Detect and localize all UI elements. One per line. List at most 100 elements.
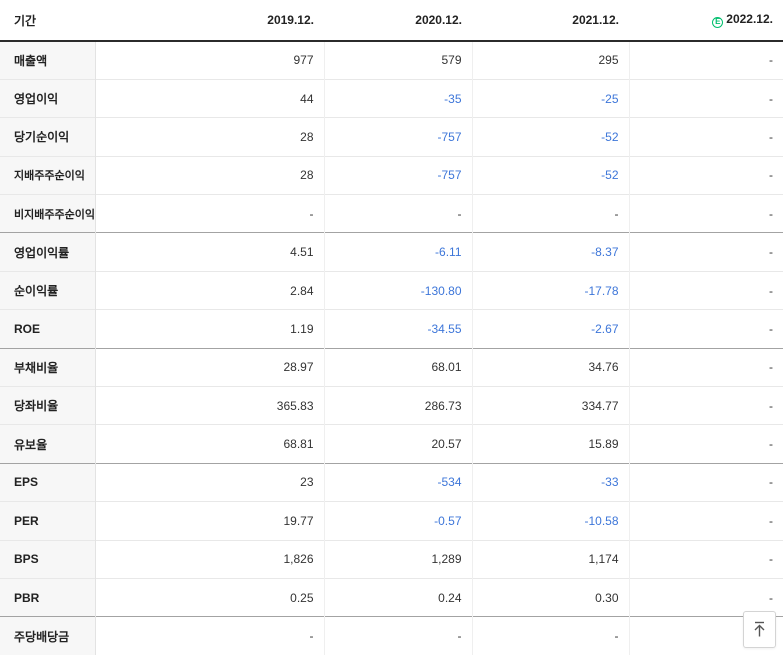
cell-value: 15.89 xyxy=(472,424,630,464)
cell-value: 44 xyxy=(95,78,325,118)
row-label: 매출액 xyxy=(0,40,96,80)
cell-value: -757 xyxy=(324,117,473,157)
cell-value: - xyxy=(95,616,325,656)
cell-value: -757 xyxy=(324,155,473,195)
row-label: ROE xyxy=(0,309,96,349)
table-row: BPS 1,826 1,289 1,174- xyxy=(0,539,783,579)
cell-value: 334.77 xyxy=(472,386,630,425)
cell-value: - xyxy=(629,40,783,80)
cell-value: - xyxy=(324,616,473,656)
table-row: 비지배주주순이익 - - - - xyxy=(0,194,783,233)
header-year-2020: 2020.12. xyxy=(324,0,472,42)
cell-value: -33 xyxy=(472,462,630,502)
cell-value: 1,826 xyxy=(95,539,325,579)
cell-value: - xyxy=(629,232,783,272)
cell-value: 28.97 xyxy=(95,347,325,387)
cell-value: 0.30 xyxy=(472,577,630,617)
table-row: 당기순이익 28 -757 -52- xyxy=(0,117,783,157)
table-row: 영업이익 44 -35 -25- xyxy=(0,78,783,118)
table-row: 부채비율 28.97 68.01 34.76- xyxy=(0,347,783,387)
cell-value: -8.37 xyxy=(472,232,630,272)
row-label: 지배주주순이익 xyxy=(0,155,96,195)
cell-value: 579 xyxy=(324,40,473,80)
table-row: PER 19.77 -0.57 -10.58- xyxy=(0,501,783,541)
cell-value: 365.83 xyxy=(95,386,325,425)
header-year-2022-estimate: E 2022.12. xyxy=(629,0,783,42)
table-row: EPS 23 -534 -33- xyxy=(0,462,783,502)
cell-value: - xyxy=(472,616,630,656)
cell-value: -534 xyxy=(324,462,473,502)
cell-value: 34.76 xyxy=(472,347,630,387)
row-label: PBR xyxy=(0,577,96,617)
table-row: 매출액 977 579 295- xyxy=(0,40,783,80)
cell-value: 1,289 xyxy=(324,539,473,579)
cell-value: - xyxy=(629,117,783,157)
cell-value: 28 xyxy=(95,117,325,157)
table-row: 순이익률 2.84 -130.80 -17.78- xyxy=(0,270,783,310)
header-row: 기간 2019.12. 2020.12. 2021.12. E 2022.12. xyxy=(0,0,783,42)
cell-value: 23 xyxy=(95,462,325,502)
cell-value: - xyxy=(629,462,783,502)
cell-value: - xyxy=(95,194,325,233)
cell-value: - xyxy=(629,577,783,617)
cell-value: 20.57 xyxy=(324,424,473,464)
header-year-2022-label: 2022.12. xyxy=(726,12,773,27)
cell-value: -17.78 xyxy=(472,270,630,310)
cell-value: - xyxy=(629,386,783,425)
cell-value: - xyxy=(629,270,783,310)
cell-value: - xyxy=(629,539,783,579)
row-label: 당좌비율 xyxy=(0,386,96,425)
scroll-to-top-arrow-icon xyxy=(754,621,765,637)
cell-value: 2.84 xyxy=(95,270,325,310)
cell-value: - xyxy=(472,194,630,233)
cell-value: - xyxy=(629,424,783,464)
cell-value: -130.80 xyxy=(324,270,473,310)
row-label: 부채비율 xyxy=(0,347,96,387)
cell-value: 1,174 xyxy=(472,539,630,579)
row-label: 영업이익률 xyxy=(0,232,96,272)
cell-value: - xyxy=(629,501,783,541)
table-row: 주당배당금---- xyxy=(0,616,783,656)
cell-value: - xyxy=(629,78,783,118)
row-label: 순이익률 xyxy=(0,270,96,310)
cell-value: 0.25 xyxy=(95,577,325,617)
cell-value: -25 xyxy=(472,78,630,118)
table-row: 영업이익률 4.51 -6.11 -8.37- xyxy=(0,232,783,272)
table-body: 매출액 977 579 295- 영업이익 44 -35 -25- 당기순이익 28 -757 -52… xyxy=(0,40,783,656)
cell-value: - xyxy=(324,194,473,233)
row-label: 비지배주주순이익 xyxy=(0,194,96,233)
table-row: ROE 1.19 -34.55 -2.67- xyxy=(0,309,783,349)
row-label: 영업이익 xyxy=(0,78,96,118)
cell-value: 977 xyxy=(95,40,325,80)
cell-value: -52 xyxy=(472,117,630,157)
header-period: 기간 xyxy=(0,0,95,42)
table-row: PBR 0.25 0.24 0.30- xyxy=(0,577,783,617)
cell-value: 68.81 xyxy=(95,424,325,464)
scroll-to-top-button[interactable] xyxy=(743,611,776,648)
cell-value: - xyxy=(629,309,783,349)
row-label: 유보율 xyxy=(0,424,96,464)
cell-value: 19.77 xyxy=(95,501,325,541)
table-row: 당좌비율 365.83 286.73 334.77- xyxy=(0,386,783,425)
row-label: 당기순이익 xyxy=(0,117,96,157)
cell-value: - xyxy=(629,155,783,195)
table-row: 유보율 68.81 20.57 15.89- xyxy=(0,424,783,464)
estimate-circle-e-icon: E xyxy=(712,16,724,28)
cell-value: 286.73 xyxy=(324,386,473,425)
cell-value: 4.51 xyxy=(95,232,325,272)
header-year-2021: 2021.12. xyxy=(472,0,629,42)
cell-value: -6.11 xyxy=(324,232,473,272)
row-label: BPS xyxy=(0,539,96,579)
header-year-2019: 2019.12. xyxy=(95,0,324,42)
cell-value: -2.67 xyxy=(472,309,630,349)
row-label: PER xyxy=(0,501,96,541)
cell-value: 28 xyxy=(95,155,325,195)
table-row: 지배주주순이익 28 -757 -52- xyxy=(0,155,783,195)
cell-value: 295 xyxy=(472,40,630,80)
cell-value: - xyxy=(629,194,783,233)
row-label: 주당배당금 xyxy=(0,616,96,656)
cell-value: -52 xyxy=(472,155,630,195)
cell-value: 68.01 xyxy=(324,347,473,387)
